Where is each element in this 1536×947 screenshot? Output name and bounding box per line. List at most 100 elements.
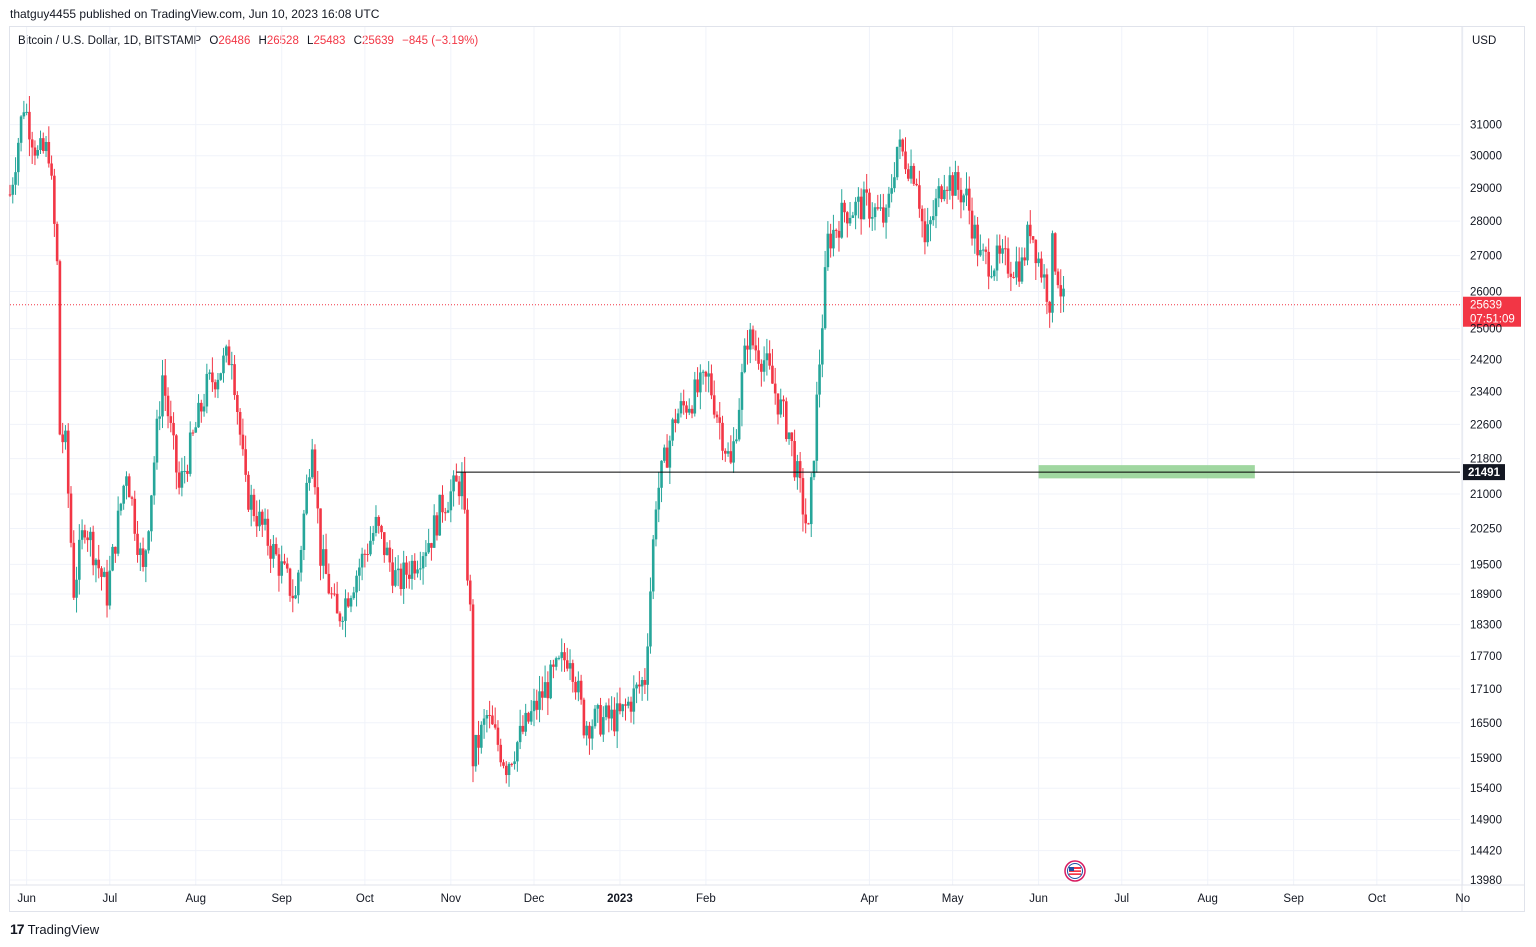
candle-body xyxy=(202,406,206,412)
candle-body xyxy=(845,212,849,224)
candle xyxy=(205,363,209,414)
candle-body xyxy=(491,715,494,725)
candle xyxy=(233,355,236,400)
candle xyxy=(543,665,547,698)
candle xyxy=(929,216,932,242)
candle xyxy=(488,700,491,729)
candle-body xyxy=(335,593,339,614)
candle xyxy=(624,698,627,721)
candle-body xyxy=(369,540,372,555)
candle xyxy=(995,234,999,282)
candle-body xyxy=(920,208,924,222)
candle-body xyxy=(108,570,112,606)
candle-body xyxy=(610,709,613,719)
candle xyxy=(30,131,34,164)
candle xyxy=(133,490,137,541)
candle-body xyxy=(790,432,794,442)
candle-body xyxy=(233,364,236,396)
candle xyxy=(829,223,832,258)
candle xyxy=(931,200,935,226)
y-tick-label: 23400 xyxy=(1470,386,1502,398)
candle-body xyxy=(213,382,217,390)
candle xyxy=(352,586,356,600)
candle-body xyxy=(69,493,73,543)
candle-body xyxy=(186,470,189,474)
candle-body xyxy=(330,593,333,595)
candle xyxy=(258,499,261,532)
candle xyxy=(1040,251,1043,283)
candle xyxy=(563,643,566,672)
candle xyxy=(954,160,957,196)
candle xyxy=(355,570,358,607)
candle xyxy=(682,389,686,415)
candle-body xyxy=(568,663,572,669)
candle xyxy=(11,177,15,204)
candle xyxy=(870,202,874,231)
candle-body xyxy=(687,408,691,413)
candle xyxy=(427,528,430,554)
candle-body xyxy=(862,189,866,220)
candle-body xyxy=(992,270,996,277)
candle-body xyxy=(685,405,688,413)
candle-body xyxy=(976,224,979,256)
candle xyxy=(64,425,67,450)
candle-body xyxy=(918,185,921,209)
candle xyxy=(513,751,516,770)
candle xyxy=(410,554,414,590)
candle xyxy=(726,442,730,457)
candle xyxy=(363,549,367,568)
candle-body xyxy=(784,401,788,440)
candle xyxy=(455,463,458,482)
y-tick-label: 22600 xyxy=(1470,419,1502,431)
footer-brand[interactable]: 17 TradingView xyxy=(10,921,99,937)
candle xyxy=(89,527,92,557)
candle-body xyxy=(277,554,281,576)
candle-body xyxy=(22,112,26,117)
candle xyxy=(158,401,162,431)
candle xyxy=(463,456,466,514)
candle xyxy=(945,186,949,205)
candle xyxy=(147,530,150,554)
candle xyxy=(568,649,572,681)
candle xyxy=(396,555,400,587)
candle xyxy=(571,659,575,693)
candle xyxy=(868,188,871,228)
candle-body xyxy=(64,430,67,443)
last-price-text: 25639 xyxy=(1470,300,1502,312)
candle-body xyxy=(352,592,356,599)
candle-body xyxy=(773,383,777,394)
y-tick-label: 28000 xyxy=(1470,216,1502,228)
candle-body xyxy=(294,595,297,599)
candle xyxy=(807,522,810,525)
candle xyxy=(449,479,453,523)
candle xyxy=(83,524,87,544)
candle xyxy=(524,703,527,736)
candle-body xyxy=(139,548,142,555)
candle xyxy=(629,696,633,723)
candle xyxy=(582,697,586,739)
candle-body xyxy=(119,503,123,511)
candle-body xyxy=(602,717,605,735)
candle-body xyxy=(285,563,289,569)
candle-body xyxy=(582,699,586,736)
candle xyxy=(53,168,56,237)
candle xyxy=(191,429,195,437)
candle-body xyxy=(407,574,411,579)
candle-body xyxy=(818,364,821,395)
candle-body xyxy=(732,441,735,463)
candle-body xyxy=(385,547,389,556)
candle-body xyxy=(175,435,178,473)
candle-body xyxy=(443,512,447,514)
tradingview-name: TradingView xyxy=(27,921,100,937)
candle-body xyxy=(973,224,977,239)
x-tick-label: Aug xyxy=(1197,893,1217,905)
us-flag-icon[interactable] xyxy=(1064,860,1086,882)
candle xyxy=(263,508,267,531)
candle-body xyxy=(696,379,699,393)
candle xyxy=(602,706,605,742)
candle-body xyxy=(358,567,361,576)
candle-body xyxy=(807,523,810,525)
candle xyxy=(224,344,228,363)
candle xyxy=(66,423,70,508)
